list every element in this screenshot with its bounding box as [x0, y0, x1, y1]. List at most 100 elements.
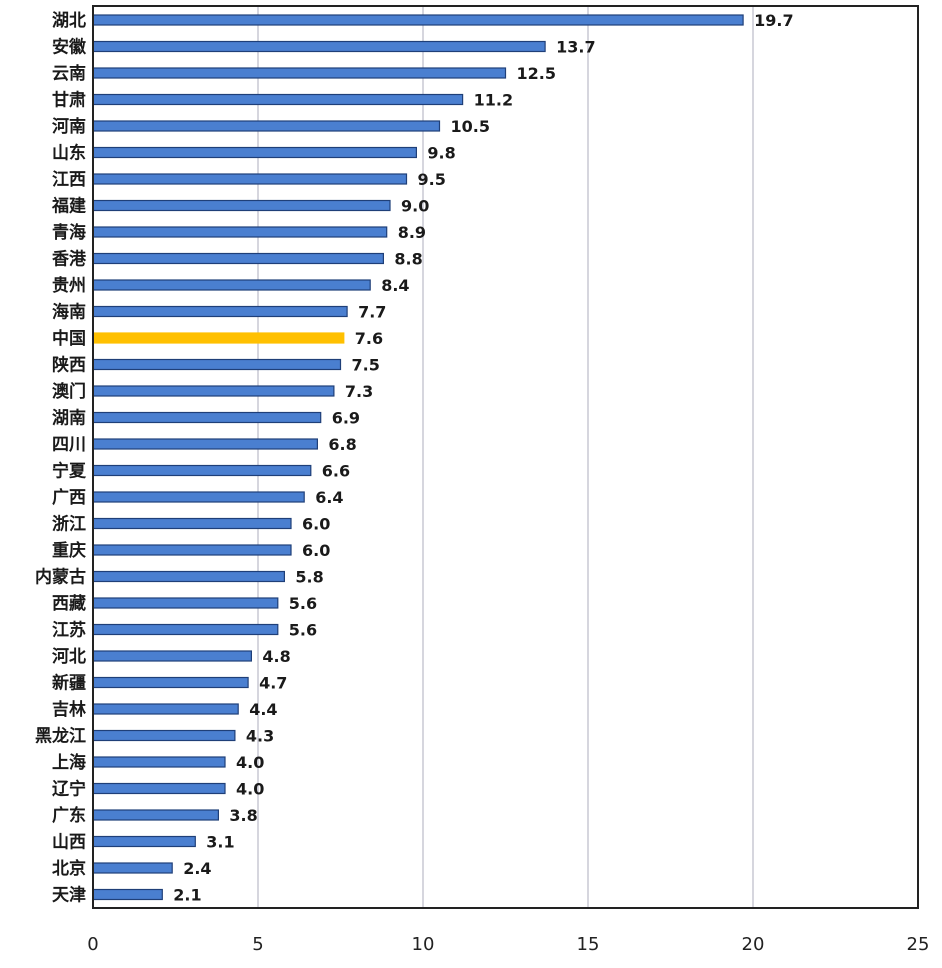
- bar: [92, 862, 173, 874]
- category-label: 辽宁: [52, 779, 86, 800]
- category-label: 云南: [52, 63, 86, 84]
- bar: [92, 305, 348, 318]
- value-label: 4.7: [259, 674, 287, 693]
- category-label: 海南: [52, 302, 86, 323]
- bar: [92, 199, 391, 212]
- value-label: 4.4: [249, 700, 277, 719]
- x-tick-label: 25: [907, 934, 930, 955]
- value-label: 4.0: [236, 780, 264, 799]
- bar: [92, 173, 408, 185]
- bar: [92, 358, 342, 371]
- category-label: 甘肃: [52, 90, 86, 111]
- bar: [92, 597, 279, 609]
- bar: [92, 14, 744, 26]
- value-label: 3.8: [229, 806, 257, 825]
- value-label: 2.1: [173, 886, 201, 905]
- plot-frame: [92, 5, 919, 909]
- bar: [92, 67, 507, 79]
- bar: [92, 835, 196, 848]
- bar: [92, 411, 322, 424]
- value-label: 7.5: [352, 356, 380, 375]
- category-label: 上海: [52, 752, 86, 773]
- value-label: 6.0: [302, 515, 330, 534]
- bar: [92, 120, 441, 132]
- value-label: 9.5: [418, 170, 446, 189]
- category-label: 天津: [52, 885, 86, 906]
- category-label: 青海: [52, 222, 86, 243]
- category-label: 北京: [52, 858, 86, 879]
- bar: [92, 703, 239, 715]
- value-label: 6.6: [322, 462, 350, 481]
- value-label: 3.1: [206, 833, 234, 852]
- category-label: 澳门: [52, 381, 86, 402]
- bar: [92, 623, 279, 636]
- category-label: 广东: [52, 805, 86, 826]
- value-label: 7.6: [355, 329, 383, 348]
- x-axis-tick-labels: 0 5 10 15 20 25: [87, 934, 929, 955]
- bar: [92, 517, 292, 530]
- value-label: 7.3: [345, 382, 373, 401]
- category-label: 内蒙古: [35, 567, 86, 588]
- category-label: 山西: [52, 833, 86, 853]
- bar: [92, 676, 249, 689]
- x-tick-label: 5: [252, 934, 263, 955]
- category-label: 中国: [52, 328, 86, 349]
- value-label: 8.4: [381, 276, 409, 295]
- grid-lines: [257, 6, 754, 908]
- value-label: 8.9: [398, 223, 426, 242]
- bar: [92, 385, 335, 397]
- bar-highlight: [92, 332, 345, 344]
- value-label: 5.6: [289, 621, 317, 640]
- bars: [92, 14, 744, 901]
- category-label: 湖北: [52, 11, 86, 31]
- category-label: 吉林: [52, 699, 86, 720]
- value-label: 6.4: [315, 488, 343, 507]
- category-label: 四川: [52, 435, 86, 455]
- category-label: 浙江: [52, 514, 86, 535]
- bar: [92, 544, 292, 556]
- value-label: 7.7: [358, 303, 386, 322]
- bar: [92, 729, 236, 742]
- bar: [92, 570, 285, 583]
- bar: [92, 279, 371, 291]
- bar: [92, 888, 163, 901]
- value-label: 10.5: [451, 117, 490, 136]
- category-label: 贵州: [52, 275, 86, 296]
- category-label: 陕西: [52, 355, 86, 376]
- category-label: 福建: [51, 196, 86, 217]
- value-label: 19.7: [754, 11, 793, 30]
- category-label: 山东: [52, 143, 86, 164]
- category-label: 江西: [52, 170, 86, 190]
- bar: [92, 809, 220, 821]
- bar: [92, 782, 226, 795]
- value-label: 13.7: [556, 38, 595, 57]
- x-tick-label: 20: [742, 934, 765, 955]
- category-label: 河南: [52, 116, 86, 137]
- bar: [92, 146, 417, 159]
- bar: [92, 93, 464, 106]
- bar: [92, 252, 384, 265]
- bar: [92, 226, 388, 238]
- category-label: 重庆: [52, 540, 86, 561]
- value-label: 12.5: [517, 64, 556, 83]
- bar: [92, 438, 318, 450]
- value-label: 4.8: [262, 647, 290, 666]
- bar: [92, 40, 546, 53]
- bar: [92, 756, 226, 768]
- value-labels: 19.7 13.712.511.2 10.5 9.8 9.5 9.0 8.9 8.8 8.4 7.…: [173, 11, 793, 905]
- category-label: 广西: [52, 487, 86, 508]
- category-label: 新疆: [52, 673, 86, 694]
- value-label: 5.6: [289, 594, 317, 613]
- category-label: 黑龙江: [35, 726, 86, 747]
- value-label: 9.8: [427, 144, 455, 163]
- category-label: 西藏: [52, 594, 86, 614]
- category-label: 河北: [52, 647, 86, 667]
- x-tick-label: 15: [577, 934, 600, 955]
- value-label: 8.8: [394, 250, 422, 269]
- bar: [92, 491, 305, 503]
- x-tick-label: 0: [87, 934, 98, 955]
- category-labels: 湖北安徽云南甘肃河南山东江西福建青海香港贵州海南中国陕西澳门湖南四川宁夏广西浙江…: [35, 11, 87, 906]
- value-label: 6.8: [328, 435, 356, 454]
